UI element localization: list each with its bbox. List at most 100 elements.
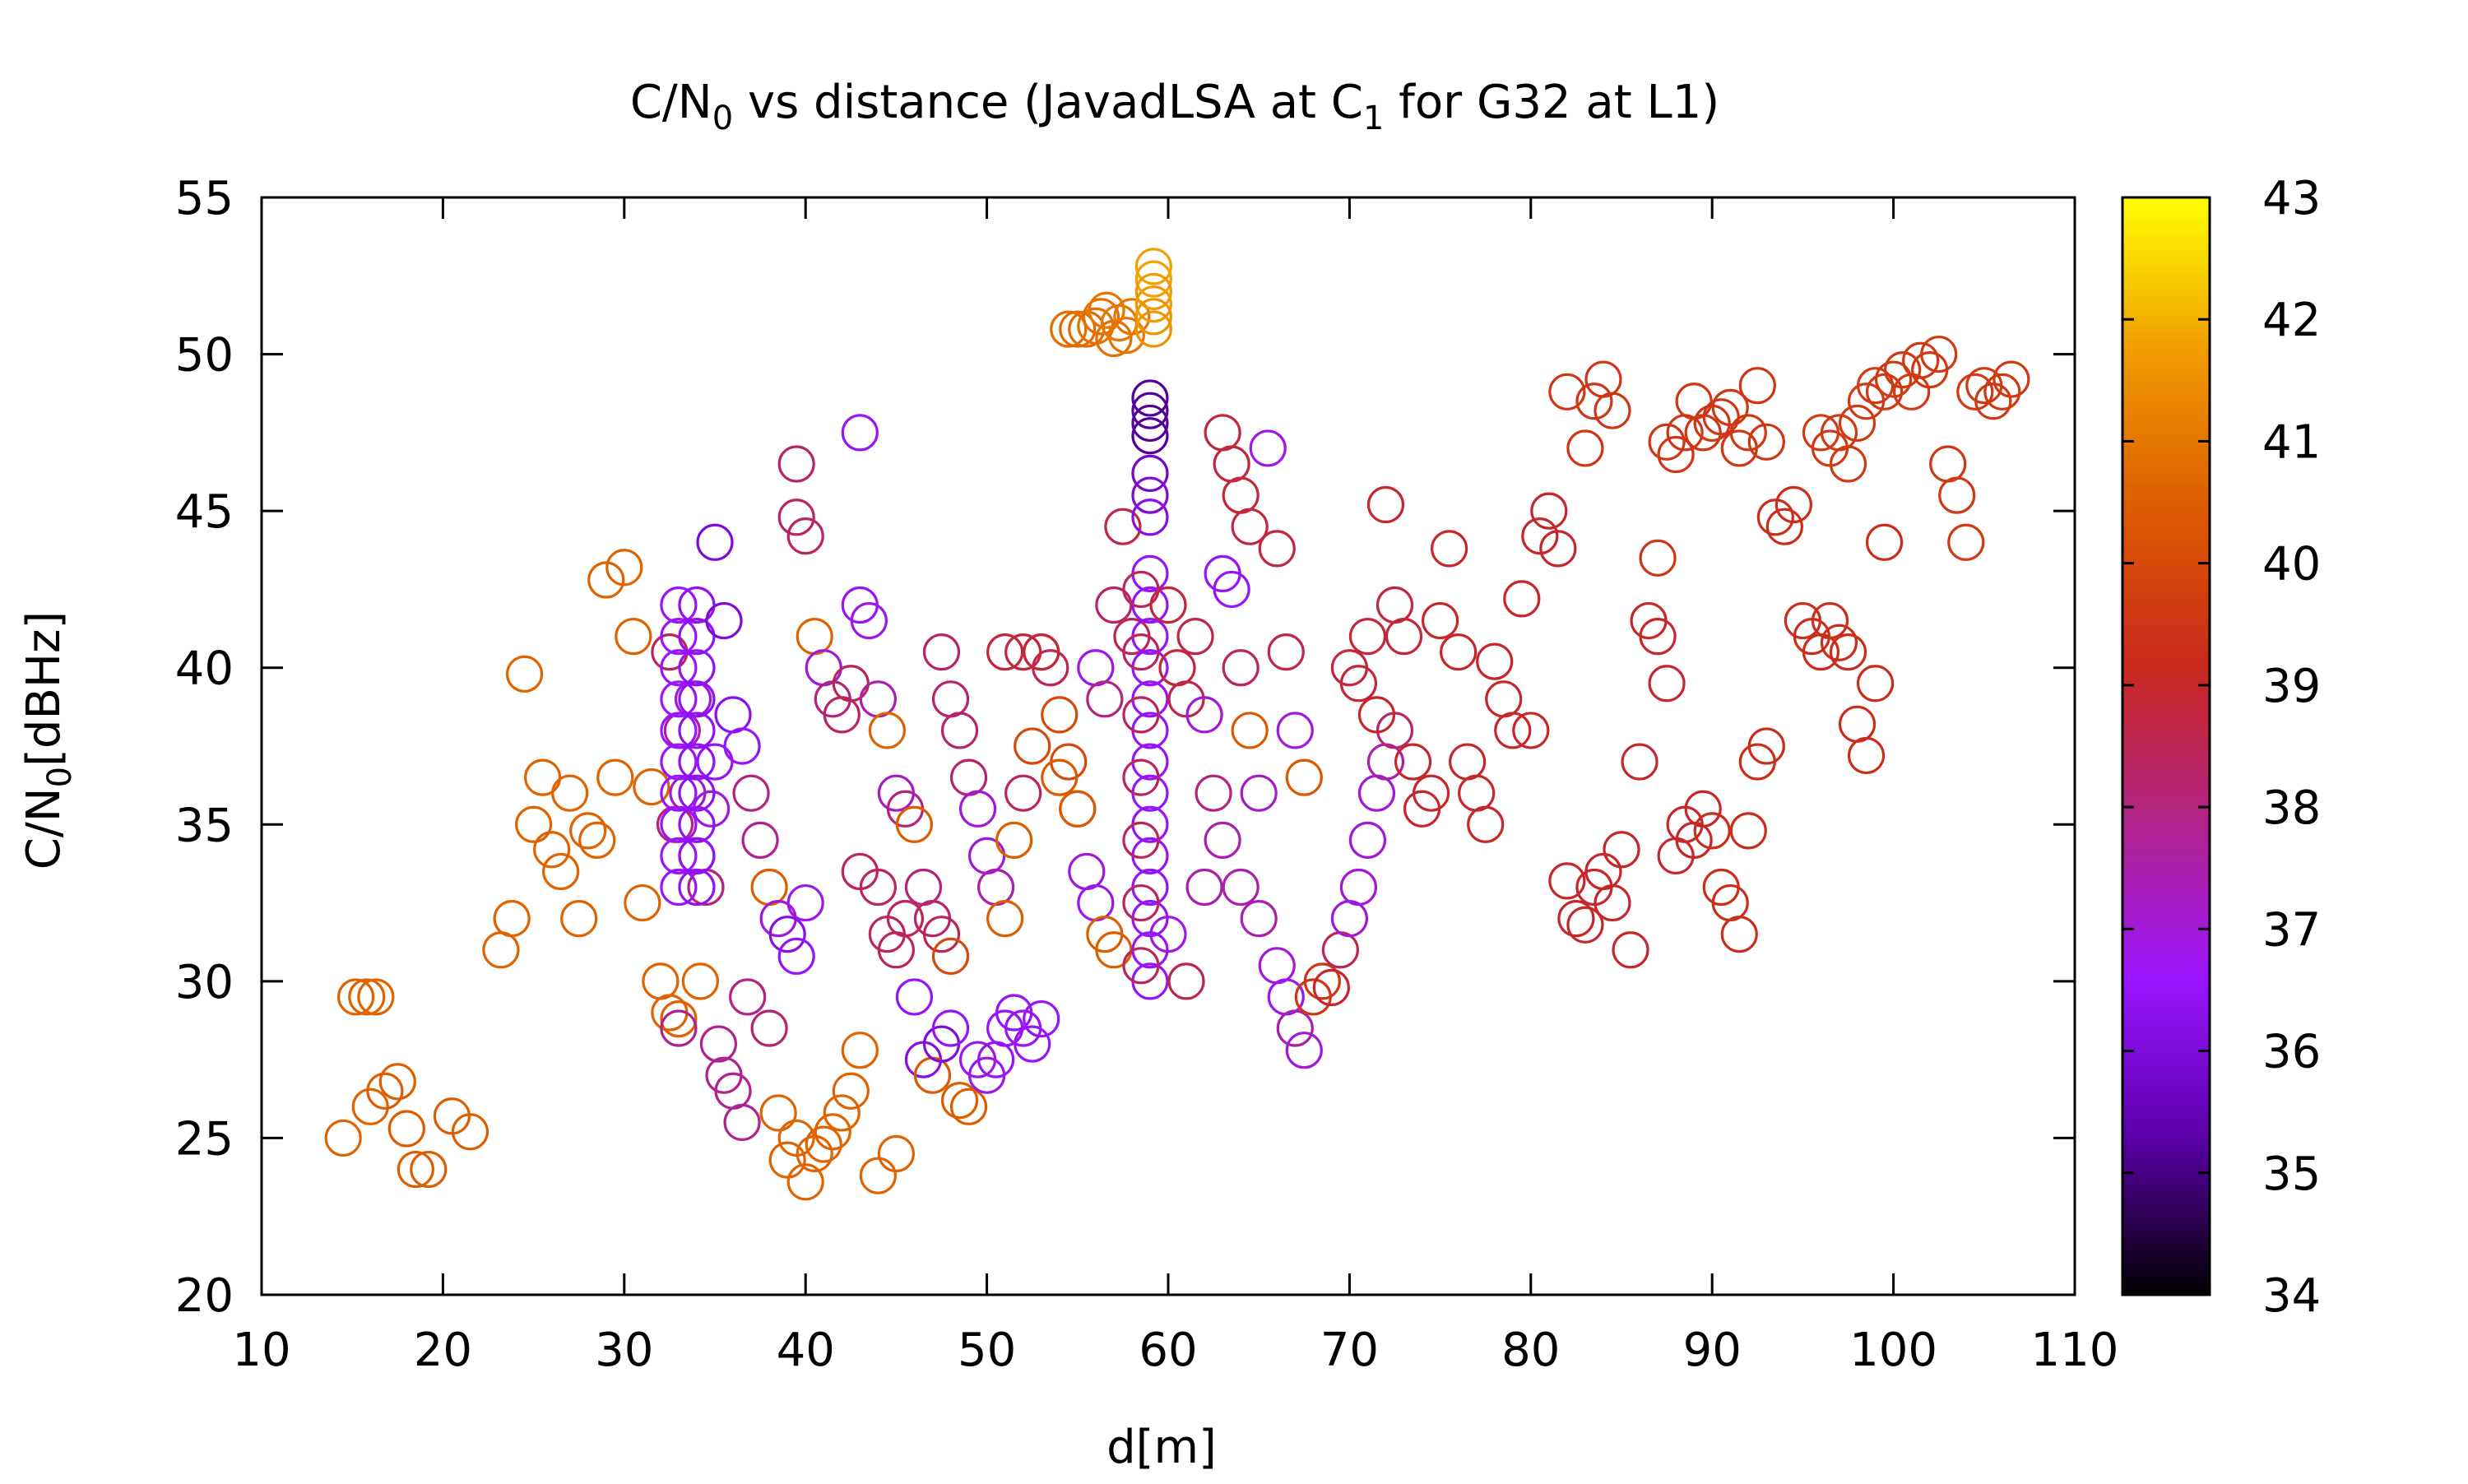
- data-point: [1684, 790, 1722, 828]
- data-point: [1449, 743, 1487, 781]
- data-point: [1711, 388, 1749, 426]
- data-point: [759, 1094, 797, 1132]
- data-point: [678, 680, 716, 718]
- data-point: [1276, 712, 1314, 749]
- data-point: [514, 805, 553, 843]
- colorbar-tick-label: 43: [2262, 172, 2321, 225]
- data-point: [796, 1134, 833, 1173]
- data-point: [397, 1150, 434, 1189]
- data-point: [1431, 530, 1468, 568]
- data-point: [1774, 485, 1812, 524]
- data-point: [1149, 586, 1187, 624]
- data-point: [678, 868, 716, 907]
- data-point: [823, 1094, 861, 1132]
- data-point: [1566, 906, 1604, 944]
- data-point: [1884, 351, 1922, 389]
- data-point: [1992, 360, 2030, 398]
- data-point: [1122, 883, 1160, 922]
- data-point: [841, 1032, 879, 1069]
- data-point: [895, 978, 934, 1016]
- data-point: [729, 978, 767, 1016]
- data-point: [1267, 633, 1305, 671]
- data-point: [1820, 624, 1858, 661]
- data-point: [366, 1072, 404, 1110]
- data-point: [1059, 310, 1097, 348]
- data-point: [542, 852, 580, 891]
- data-point: [1348, 821, 1387, 859]
- data-point: [1195, 774, 1232, 812]
- data-point: [1185, 696, 1223, 734]
- data-point: [1366, 485, 1405, 524]
- x-tick-label: 80: [1501, 1324, 1560, 1377]
- data-point: [850, 601, 888, 640]
- data-point: [1920, 335, 1958, 373]
- data-point: [949, 1087, 988, 1125]
- data-point: [1584, 360, 1622, 398]
- data-point: [1122, 633, 1160, 671]
- data-point: [1385, 617, 1423, 656]
- data-point: [1240, 774, 1278, 812]
- data-point: [660, 586, 698, 624]
- data-point: [605, 549, 643, 587]
- data-point: [796, 617, 833, 656]
- data-point: [348, 978, 386, 1016]
- data-point: [986, 900, 1024, 938]
- data-point: [674, 680, 712, 718]
- data-point: [1720, 916, 1758, 953]
- data-point: [1213, 445, 1250, 483]
- data-point: [1476, 642, 1514, 680]
- plot-frame: [260, 196, 2076, 1296]
- data-point: [569, 812, 607, 850]
- data-point: [1134, 248, 1172, 285]
- data-point: [1348, 617, 1387, 656]
- data-point: [1134, 298, 1172, 336]
- data-point: [1014, 727, 1051, 765]
- data-point: [1276, 1009, 1314, 1047]
- data-point: [660, 743, 698, 781]
- data-point: [741, 821, 779, 859]
- data-point: [1902, 341, 1940, 379]
- data-point: [524, 758, 562, 796]
- data-point: [732, 774, 770, 812]
- data-point: [967, 837, 1006, 875]
- data-point: [551, 774, 589, 812]
- data-point: [1412, 774, 1450, 812]
- data-point: [378, 1063, 416, 1101]
- data-point: [660, 712, 698, 749]
- data-point: [1131, 499, 1169, 536]
- data-point: [931, 937, 970, 975]
- data-point: [660, 1009, 698, 1047]
- data-point: [351, 1087, 389, 1125]
- data-point: [895, 805, 934, 843]
- colorbar-tick-label: 40: [2262, 538, 2321, 591]
- data-point: [493, 900, 531, 938]
- data-point: [1566, 429, 1604, 467]
- data-point: [1068, 852, 1106, 891]
- data-point: [786, 1163, 824, 1201]
- data-point: [1330, 900, 1369, 938]
- data-point: [660, 837, 698, 875]
- data-point: [678, 837, 716, 875]
- data-point: [768, 1141, 806, 1179]
- data-point: [859, 680, 897, 718]
- data-point: [1082, 298, 1120, 336]
- data-point: [1131, 404, 1169, 443]
- data-point: [805, 1125, 842, 1163]
- data-point: [1394, 743, 1432, 781]
- x-tick-label: 90: [1683, 1324, 1742, 1377]
- data-point: [1267, 978, 1305, 1016]
- data-point: [1594, 883, 1631, 922]
- data-point: [1149, 916, 1187, 953]
- data-point: [931, 680, 970, 718]
- data-point: [841, 414, 879, 452]
- data-point: [940, 712, 979, 749]
- title-subscript-2: 1: [1363, 100, 1384, 137]
- data-point: [786, 883, 824, 922]
- data-point: [1575, 383, 1613, 420]
- data-point: [1023, 633, 1060, 671]
- data-point: [1765, 508, 1803, 545]
- data-point: [1947, 523, 1985, 561]
- y-tick-label: 30: [175, 956, 234, 1009]
- data-point: [1521, 517, 1559, 555]
- data-point: [750, 868, 788, 907]
